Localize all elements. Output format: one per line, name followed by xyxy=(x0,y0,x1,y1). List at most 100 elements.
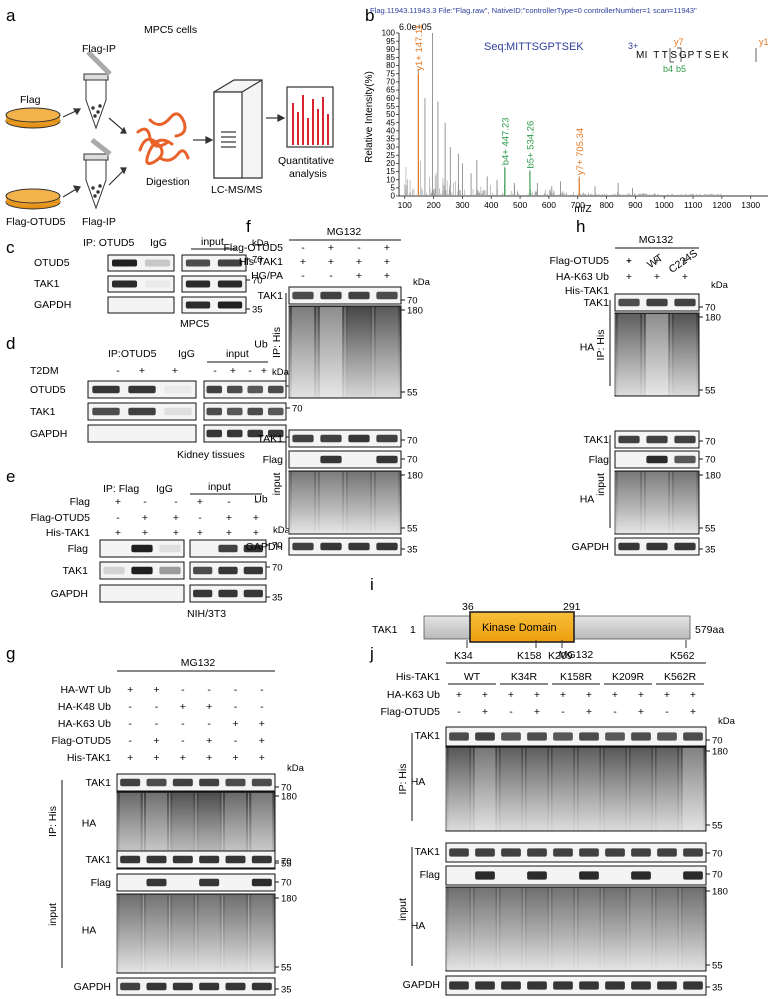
smear-lane xyxy=(291,472,315,533)
cleavage-mark xyxy=(677,47,682,62)
band xyxy=(657,981,677,990)
mw-label: 35 xyxy=(252,305,263,316)
y-axis-label: Relative Intensity(%) xyxy=(364,71,375,163)
y-tick-label: 5 xyxy=(391,183,396,192)
input-label: input xyxy=(201,236,224,248)
input-side-label: input xyxy=(47,903,59,926)
panel-letter-e: e xyxy=(6,467,15,486)
band xyxy=(131,566,153,575)
flag-otud5-dish-icon xyxy=(5,188,61,210)
site-k34: K34 xyxy=(454,650,473,662)
sign: + xyxy=(253,527,259,539)
panel-letter-j: j xyxy=(369,644,374,663)
band xyxy=(226,429,243,438)
blot-strip xyxy=(107,254,175,272)
cell-caption: NIH/3T3 xyxy=(187,608,226,620)
mw-label: 70 xyxy=(712,870,723,881)
y-tick-label: 40 xyxy=(386,126,395,135)
column-label: - xyxy=(627,255,631,267)
sign: + xyxy=(482,706,488,718)
band xyxy=(92,385,120,394)
band xyxy=(646,298,668,307)
band xyxy=(199,778,220,787)
mw-label: 55 xyxy=(407,524,418,535)
sign: + xyxy=(173,527,179,539)
input-side-label: input xyxy=(271,473,283,496)
sign: + xyxy=(226,512,232,524)
panel-a: a MPC5 cells Flag Flag-OTUD5 Flag-IP xyxy=(5,6,334,228)
y-tick-label: 35 xyxy=(386,135,395,144)
igg-label: IgG xyxy=(150,237,167,249)
sign: - xyxy=(329,270,333,282)
condition-label: HA-K63 Ub xyxy=(387,689,440,701)
sign: + xyxy=(586,689,592,701)
quant-label-2: analysis xyxy=(289,168,327,180)
sign: + xyxy=(690,706,696,718)
row-label-gapdh: GAPDH xyxy=(74,981,111,993)
y-tick-label: 85 xyxy=(386,53,395,62)
x-tick-label: 400 xyxy=(484,200,498,210)
band xyxy=(225,982,246,991)
digestion-label: Digestion xyxy=(146,176,190,188)
ion-y1: y1 xyxy=(759,37,769,47)
flag-label: Flag xyxy=(20,94,41,106)
condition-label: Flag-OTUD5 xyxy=(223,242,283,254)
y-tick-label: 80 xyxy=(386,61,395,70)
spectrum-header: Flag.11943.11943.3 File:"Flag.raw", Nati… xyxy=(370,6,697,15)
condition-label: Flag-OTUD5 xyxy=(380,706,440,718)
row-label-flag: Flag xyxy=(91,877,112,889)
bar-chart-icon xyxy=(286,86,334,148)
sign: - xyxy=(181,718,185,730)
band xyxy=(111,280,138,288)
sign: + xyxy=(127,752,133,764)
mw-label: 70 xyxy=(705,303,716,314)
smear-lane xyxy=(682,888,704,970)
y-tick-label: 15 xyxy=(386,167,395,176)
row-label-gapdh: GAPDH xyxy=(572,541,609,553)
peak-label: b5+ 534.26 xyxy=(525,121,536,169)
mw-label: 70 xyxy=(272,563,283,574)
sign: + xyxy=(127,684,133,696)
sign: + xyxy=(153,684,159,696)
band xyxy=(251,778,272,787)
band xyxy=(128,407,156,416)
smear-lane xyxy=(119,793,141,868)
band xyxy=(247,407,264,416)
band xyxy=(683,871,703,880)
mw-label: 55 xyxy=(281,859,292,870)
smear-lane xyxy=(224,793,247,868)
kinase-domain xyxy=(469,611,575,643)
peak-label: y1+ 147.11 xyxy=(414,24,425,71)
panel-letter-g: g xyxy=(6,644,15,663)
sign: + xyxy=(206,752,212,764)
band xyxy=(172,855,193,864)
band xyxy=(376,434,398,443)
band xyxy=(501,732,521,741)
band xyxy=(527,871,547,880)
blot-strip xyxy=(445,865,707,886)
blot-strip xyxy=(116,850,276,869)
tissue-caption: Kidney tissues xyxy=(177,449,245,461)
y-tick-label: 70 xyxy=(386,78,395,87)
mg132-label: MG132 xyxy=(639,234,674,246)
input-side-label: input xyxy=(595,473,607,496)
blot-strip xyxy=(87,424,197,443)
sign: + xyxy=(261,365,267,377)
row-label-tak1-ip: TAK1 xyxy=(258,290,284,302)
tube-bottom-icon xyxy=(83,138,112,210)
band xyxy=(527,981,547,990)
band xyxy=(164,407,192,416)
y-tick-label: 50 xyxy=(386,110,395,119)
mw-label: 35 xyxy=(281,985,292,996)
site-k562: K562 xyxy=(670,650,695,662)
mg132-label: MG132 xyxy=(327,226,362,238)
row-label-tak1: TAK1 xyxy=(30,406,56,418)
row-label-flag: Flag xyxy=(420,869,441,881)
band xyxy=(320,542,342,551)
band xyxy=(646,542,668,551)
band xyxy=(501,981,521,990)
sign: + xyxy=(180,752,186,764)
y-tick-label: 25 xyxy=(386,151,395,160)
sign: - xyxy=(198,512,202,524)
mw-label: 180 xyxy=(281,792,297,803)
